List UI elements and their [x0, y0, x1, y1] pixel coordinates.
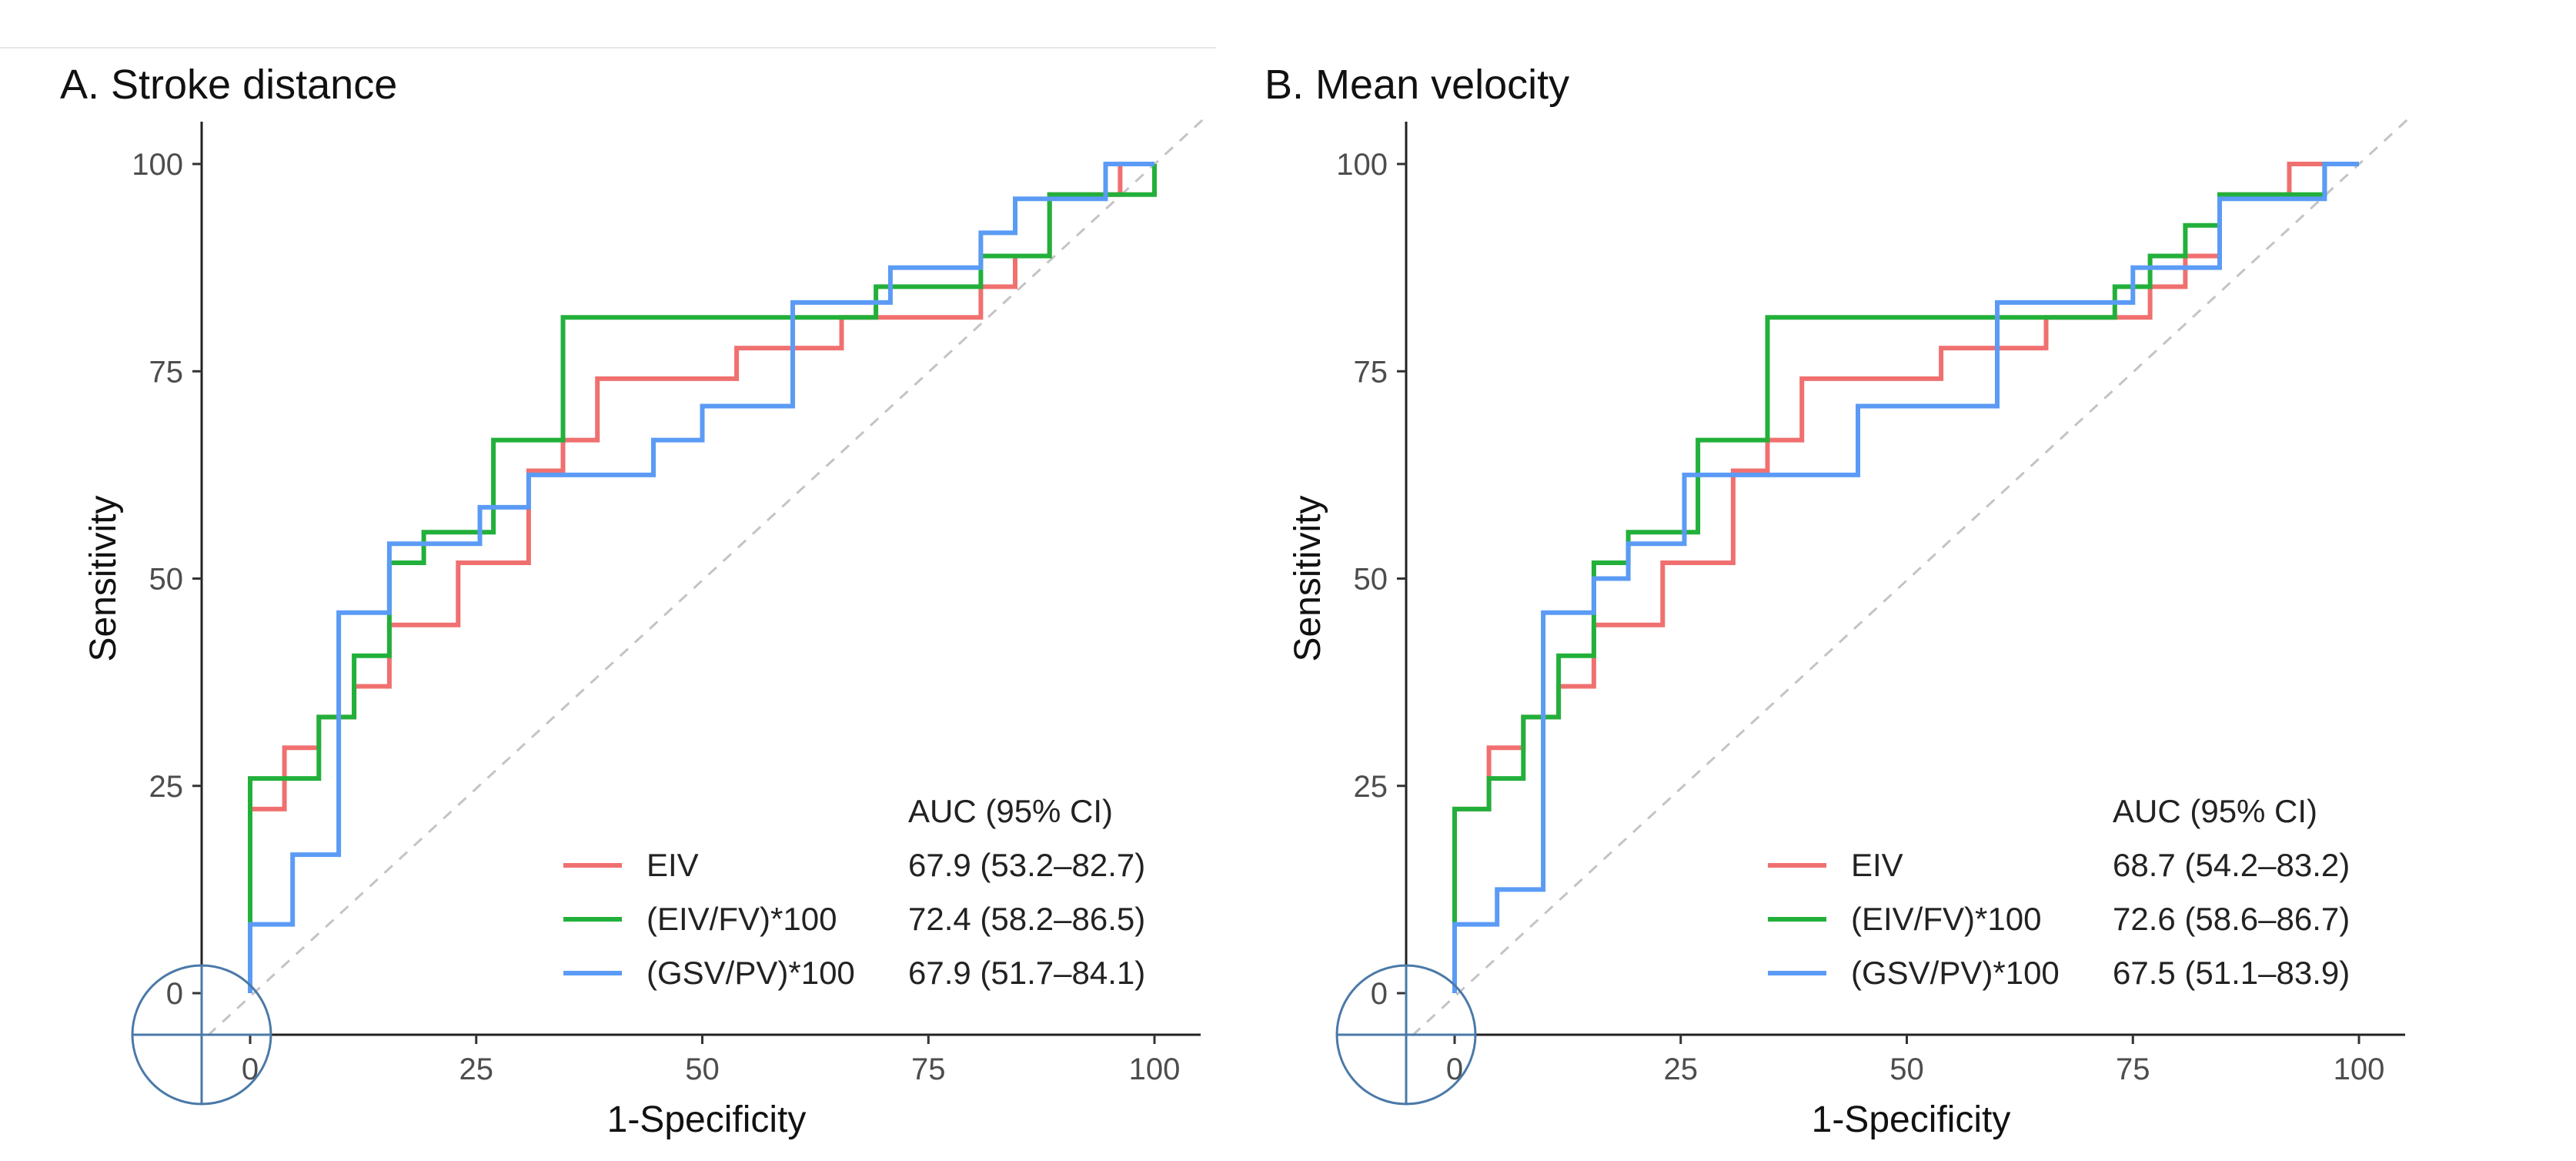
x-tick-label: 75 — [2116, 1052, 2150, 1086]
reference-diagonal — [1411, 113, 2414, 1037]
roc-curve-eiv-fv-100 — [1452, 162, 2359, 925]
y-tick-label: 0 — [166, 977, 183, 1011]
panel-title: B. Mean velocity — [1265, 62, 1569, 108]
x-tick-label: 100 — [2334, 1052, 2385, 1086]
y-tick-label: 0 — [1371, 977, 1388, 1011]
roc-curve-gsv-pv-100 — [1452, 162, 2359, 993]
x-tick-label: 50 — [685, 1052, 720, 1086]
x-tick-label: 0 — [1446, 1052, 1463, 1086]
y-tick-label: 100 — [132, 148, 183, 182]
legend-series-name: (EIV/FV)*100 — [1851, 901, 2041, 937]
reference-diagonal — [206, 113, 1210, 1037]
panel-a: A. Stroke distance 0 25 50 75 100 0 25 50 75 100 1-… — [60, 62, 1210, 1140]
legend-auc-value: 67.5 (51.1–83.9) — [2113, 955, 2350, 991]
y-axis-label: Sensitivity — [83, 495, 124, 661]
legend-series-name: (EIV/FV)*100 — [647, 901, 837, 937]
legend-series-name: EIV — [1851, 847, 1903, 883]
legend-auc-value: 67.9 (53.2–82.7) — [908, 847, 1145, 883]
x-tick-label: 100 — [1129, 1052, 1181, 1086]
roc-curve-gsv-pv-100 — [248, 162, 1154, 993]
x-tick-label: 75 — [911, 1052, 946, 1086]
legend-header: AUC (95% CI) — [908, 793, 1113, 829]
x-tick-label: 50 — [1889, 1052, 1924, 1086]
legend-auc-value: 72.6 (58.6–86.7) — [2113, 901, 2350, 937]
panel-title: A. Stroke distance — [60, 62, 397, 108]
y-tick-label: 25 — [149, 770, 184, 804]
x-tick-label: 0 — [242, 1052, 259, 1086]
y-axis-label: Sensitivity — [1288, 495, 1328, 661]
x-axis-label: 1-Specificity — [607, 1099, 807, 1140]
y-tick-label: 50 — [1354, 563, 1388, 597]
y-tick-label: 50 — [149, 563, 184, 597]
y-tick-label: 100 — [1336, 148, 1388, 182]
legend-auc-value: 67.9 (51.7–84.1) — [908, 955, 1145, 991]
legend-header: AUC (95% CI) — [2113, 793, 2317, 829]
legend-auc-value: 72.4 (58.2–86.5) — [908, 901, 1145, 937]
x-tick-label: 25 — [1664, 1052, 1699, 1086]
legend-auc-value: 68.7 (54.2–83.2) — [2113, 847, 2350, 883]
x-axis-label: 1-Specificity — [1812, 1099, 2011, 1140]
y-tick-label: 75 — [149, 355, 184, 389]
y-tick-label: 75 — [1354, 355, 1388, 389]
legend-series-name: EIV — [647, 847, 699, 883]
legend-series-name: (GSV/PV)*100 — [1851, 955, 2060, 991]
panel-b: B. Mean velocity 0 25 50 75 100 0 25 50 75 100 1-Sp… — [1265, 62, 2414, 1140]
y-tick-label: 25 — [1354, 770, 1388, 804]
x-tick-label: 25 — [459, 1052, 494, 1086]
legend-series-name: (GSV/PV)*100 — [647, 955, 855, 991]
